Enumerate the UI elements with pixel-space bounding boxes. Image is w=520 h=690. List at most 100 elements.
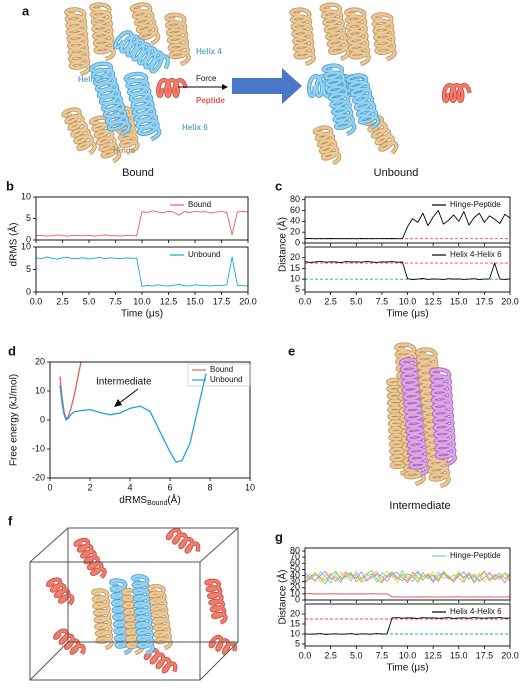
y-tick-label: 20	[35, 356, 45, 366]
helix	[346, 74, 380, 130]
x-tick-label: 17.5	[213, 296, 231, 306]
plot-area	[305, 617, 510, 635]
helix	[371, 13, 397, 61]
state-caption: Intermediate	[389, 500, 450, 512]
x-axis-label-part: (Å)	[167, 493, 180, 506]
y-tick-label: 10	[21, 191, 31, 201]
helix	[130, 3, 160, 46]
y-tick-label: 80	[290, 545, 300, 555]
x-tick-label: 0.0	[299, 296, 312, 306]
y-tick-label: 5	[26, 264, 31, 274]
helix	[89, 116, 121, 163]
x-axis-label: dRMSBound(Å)	[119, 493, 180, 508]
y-tick-label: 50	[290, 564, 300, 574]
y-tick-label: 20	[290, 252, 300, 262]
helix	[53, 629, 85, 655]
annotation-arrow	[117, 388, 139, 405]
helix	[64, 8, 91, 76]
legend-label: Hinge-Peptide	[450, 200, 501, 209]
legend-label: Bound	[188, 200, 211, 209]
helix	[364, 115, 398, 155]
x-tick-label: 0.0	[299, 650, 312, 660]
hinge-label: Hinge	[113, 146, 136, 155]
helix	[148, 584, 172, 650]
structures	[46, 2, 472, 674]
y-tick-label: 10	[290, 274, 300, 284]
y-tick-label: 0	[26, 234, 31, 244]
x-tick-label: 4	[127, 482, 132, 492]
panel-letter: e	[288, 343, 295, 358]
series-line	[305, 210, 510, 240]
helix	[74, 538, 106, 579]
helix	[313, 126, 341, 165]
x-tick-label: 7.5	[376, 296, 389, 306]
y-tick-label: 0	[40, 414, 45, 424]
y-tick-label: 5	[26, 213, 31, 223]
x-tick-label: 17.5	[476, 650, 494, 660]
legend-label: Helix 4-Helix 6	[450, 607, 502, 616]
y-tick-label: -20	[32, 472, 45, 482]
panel-letter: b	[6, 178, 14, 193]
x-tick-label: 17.5	[476, 296, 494, 306]
helix	[165, 13, 190, 66]
y-tick-label: 60	[290, 205, 300, 215]
force-arrowhead	[222, 84, 228, 90]
force-label: Force	[196, 74, 217, 83]
x-tick-label: 10.0	[399, 650, 417, 660]
plot-area	[305, 210, 510, 240]
y-tick-label: 30	[290, 576, 300, 586]
x-axis-label-part: Bound	[147, 500, 167, 507]
x-tick-label: 15.0	[450, 296, 468, 306]
helix	[131, 574, 155, 655]
panel-letter: f	[8, 513, 13, 528]
legend-label: Hinge-Peptide	[450, 551, 501, 560]
series-line	[305, 570, 510, 584]
y-tick-label: 0	[26, 286, 31, 296]
x-tick-label: 7.5	[376, 650, 389, 660]
legend-label: Unbound	[210, 375, 242, 384]
box-edges	[29, 527, 239, 681]
plot-area	[36, 256, 248, 288]
y-tick-label: 20	[290, 608, 300, 618]
x-tick-label: 0.0	[30, 296, 43, 306]
x-axis-label: Time (μs)	[121, 309, 163, 320]
x-tick-label: 20.0	[501, 296, 519, 306]
legend-label: Helix 4-Helix 6	[450, 250, 502, 259]
y-tick-label: 5	[295, 284, 300, 294]
y-axis-label: dRMS (Å)	[7, 223, 20, 267]
x-tick-label: 6	[167, 482, 172, 492]
annotation-arrowhead	[114, 399, 122, 407]
x-tick-label: 8	[207, 482, 212, 492]
helix	[209, 635, 237, 655]
series-line	[305, 260, 510, 281]
y-tick-label: 40	[290, 216, 300, 226]
legend-box	[187, 363, 251, 387]
y-tick-label: 5	[295, 638, 300, 648]
x-tick-label: 20.0	[501, 650, 519, 660]
plot-area	[305, 260, 510, 281]
x-tick-label: 5.0	[350, 296, 363, 306]
y-tick-label: 40	[290, 570, 300, 580]
helix	[205, 579, 227, 624]
x-axis-label: Time (μs)	[386, 663, 428, 674]
peptide-label: Peptide	[196, 96, 225, 105]
x-tick-label: 10	[245, 482, 255, 492]
helix	[156, 78, 187, 98]
helix	[91, 589, 114, 650]
x-tick-label: 12.5	[424, 296, 442, 306]
x-tick-label: 5.0	[83, 296, 96, 306]
series-line	[305, 570, 510, 584]
x-tick-label: 20.0	[239, 296, 257, 306]
helix	[124, 72, 161, 141]
y-tick-label: 60	[290, 558, 300, 568]
helix	[320, 3, 350, 61]
helix-label: Helix 4	[196, 47, 222, 56]
legend-label: Unbound	[188, 250, 220, 259]
panel-letter: c	[275, 178, 282, 193]
y-tick-label: 15	[290, 618, 300, 628]
state-caption: Bound	[122, 167, 154, 179]
helix	[442, 83, 471, 103]
series-line	[305, 617, 510, 635]
y-tick-label: 10	[290, 588, 300, 598]
